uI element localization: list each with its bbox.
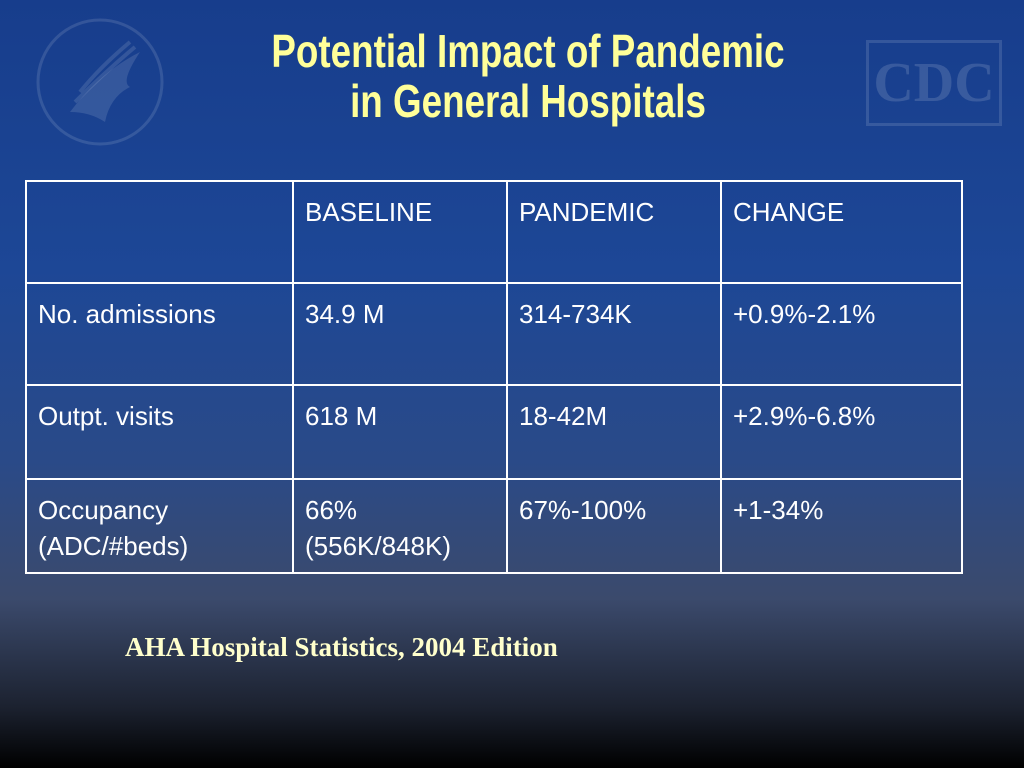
header-cell: BASELINE bbox=[292, 180, 508, 284]
header-cell: PANDEMIC bbox=[506, 180, 722, 284]
table-cell: +0.9%-2.1% bbox=[720, 282, 963, 386]
table-row: No. admissions 34.9 M 314-734K +0.9%-2.1% bbox=[25, 282, 963, 386]
table-cell: +2.9%-6.8% bbox=[720, 384, 963, 480]
table-cell: Occupancy (ADC/#beds) bbox=[25, 478, 294, 574]
title: Potential Impact of Pandemic in General … bbox=[106, 26, 951, 126]
header-cell: CHANGE bbox=[720, 180, 963, 284]
table-cell: 66% (556K/848K) bbox=[292, 478, 508, 574]
cell-line: (556K/848K) bbox=[305, 531, 451, 561]
table-cell: 18-42M bbox=[506, 384, 722, 480]
table-cell: 67%-100% bbox=[506, 478, 722, 574]
cdc-logo: CDC bbox=[866, 40, 1002, 126]
cell-line: 66% bbox=[305, 495, 358, 525]
cell-line: Occupancy bbox=[38, 495, 169, 525]
table-cell: Outpt. visits bbox=[25, 384, 294, 480]
table-row: Occupancy (ADC/#beds) 66% (556K/848K) 67%-10… bbox=[25, 478, 963, 574]
hhs-logo bbox=[36, 18, 164, 146]
data-table: BASELINE PANDEMIC CHANGE No. admissions 34.9… bbox=[25, 180, 963, 574]
header-row: BASELINE PANDEMIC CHANGE bbox=[25, 180, 963, 284]
title-line: Potential Impact of Pandemic bbox=[271, 25, 785, 77]
table-cell: 618 M bbox=[292, 384, 508, 480]
table-cell: No. admissions bbox=[25, 282, 294, 386]
table-cell: +1-34% bbox=[720, 478, 963, 574]
table-cell: 314-734K bbox=[506, 282, 722, 386]
title-line: in General Hospitals bbox=[350, 75, 706, 127]
cell-line: (ADC/#beds) bbox=[38, 531, 189, 561]
header-cell bbox=[25, 180, 294, 284]
table-cell: 34.9 M bbox=[292, 282, 508, 386]
table-row: Outpt. visits 618 M 18-42M +2.9%-6.8% bbox=[25, 384, 963, 480]
source-note: AHA Hospital Statistics, 2004 Edition bbox=[125, 632, 558, 662]
